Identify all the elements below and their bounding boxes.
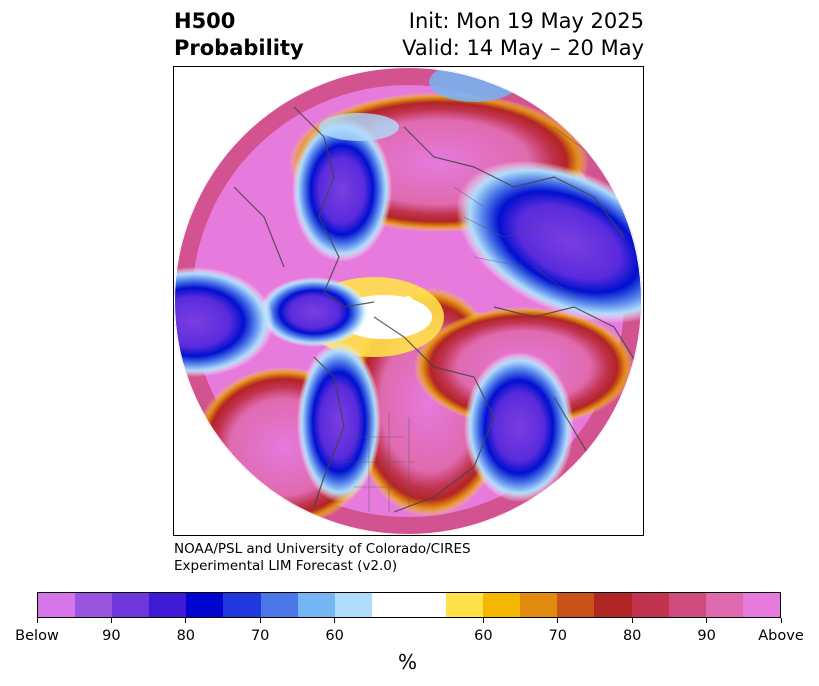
below-region-west-pacific bbox=[174, 267, 274, 377]
colorbar-segment-3 bbox=[149, 593, 187, 617]
chart-title-right: Init: Mon 19 May 2025 Valid: 14 May – 20… bbox=[402, 8, 644, 62]
colorbar-tick-label: 70 bbox=[250, 628, 270, 644]
colorbar-segment-11 bbox=[446, 593, 484, 617]
colorbar-tick-mark bbox=[706, 618, 708, 623]
colorbar-tick-mark bbox=[259, 618, 261, 623]
colorbar-segment-6 bbox=[260, 593, 298, 617]
colorbar-tick-label: 60 bbox=[474, 628, 493, 644]
colorbar-segment-14 bbox=[557, 593, 595, 617]
product-label: Probability bbox=[174, 36, 304, 60]
colorbar-tick-mark bbox=[334, 618, 336, 623]
colorbar-segment-17 bbox=[668, 593, 706, 617]
credits-line-1: NOAA/PSL and University of Colorado/CIRE… bbox=[174, 541, 471, 557]
colorbar-tick-label: 60 bbox=[325, 628, 344, 644]
colorbar-segment-19 bbox=[742, 593, 780, 617]
colorbar-tick-mark bbox=[780, 618, 782, 623]
colorbar-tick-mark bbox=[482, 618, 484, 623]
colorbar-tick-label: Above bbox=[758, 628, 804, 644]
probability-map-svg bbox=[174, 67, 642, 535]
colorbar-tick-label: 90 bbox=[697, 628, 716, 644]
credits-line-2: Experimental LIM Forecast (v2.0) bbox=[174, 558, 398, 574]
colorbar-tick-mark bbox=[631, 618, 633, 623]
colorbar-unit: % bbox=[398, 650, 418, 674]
valid-range: Valid: 14 May – 20 May bbox=[402, 36, 644, 60]
colorbar-segment-9 bbox=[371, 593, 409, 617]
colorbar-tick-label: 90 bbox=[102, 628, 121, 644]
colorbar-segment-1 bbox=[75, 593, 113, 617]
below-region-north-pacific bbox=[464, 352, 574, 502]
colorbar-tick-mark bbox=[36, 618, 38, 623]
init-date: Init: Mon 19 May 2025 bbox=[408, 9, 644, 33]
north-pole-marker bbox=[403, 296, 413, 306]
below-region-arctic-atlantic bbox=[259, 277, 369, 347]
credits: NOAA/PSL and University of Colorado/CIRE… bbox=[174, 541, 471, 575]
colorbar-tick-mark bbox=[110, 618, 112, 623]
colorbar-segment-7 bbox=[297, 593, 335, 617]
colorbar-segment-5 bbox=[223, 593, 261, 617]
colorbar-tick-label: 70 bbox=[548, 628, 568, 644]
colorbar-segment-18 bbox=[705, 593, 743, 617]
colorbar-segment-16 bbox=[631, 593, 669, 617]
below-region-western-us bbox=[297, 342, 381, 502]
colorbar-tick-label: 80 bbox=[176, 628, 196, 644]
colorbar-tick-label: Below bbox=[15, 628, 59, 644]
colorbar-tick-mark bbox=[185, 618, 187, 623]
variable-label: H500 bbox=[174, 9, 236, 33]
colorbar-tick-mark bbox=[557, 618, 559, 623]
colorbar-segment-4 bbox=[186, 593, 224, 617]
colorbar-segment-10 bbox=[408, 593, 447, 617]
colorbar bbox=[37, 592, 781, 618]
colorbar-segment-0 bbox=[38, 593, 76, 617]
polar-map bbox=[173, 66, 644, 536]
colorbar-tick-label: 80 bbox=[622, 628, 642, 644]
colorbar-segment-13 bbox=[520, 593, 558, 617]
below-region-europe bbox=[292, 118, 392, 262]
colorbar-segment-8 bbox=[334, 593, 372, 617]
colorbar-segment-2 bbox=[112, 593, 150, 617]
chart-title-left: H500 Probability bbox=[174, 8, 304, 62]
colorbar-segment-15 bbox=[594, 593, 632, 617]
colorbar-segment-12 bbox=[483, 593, 521, 617]
